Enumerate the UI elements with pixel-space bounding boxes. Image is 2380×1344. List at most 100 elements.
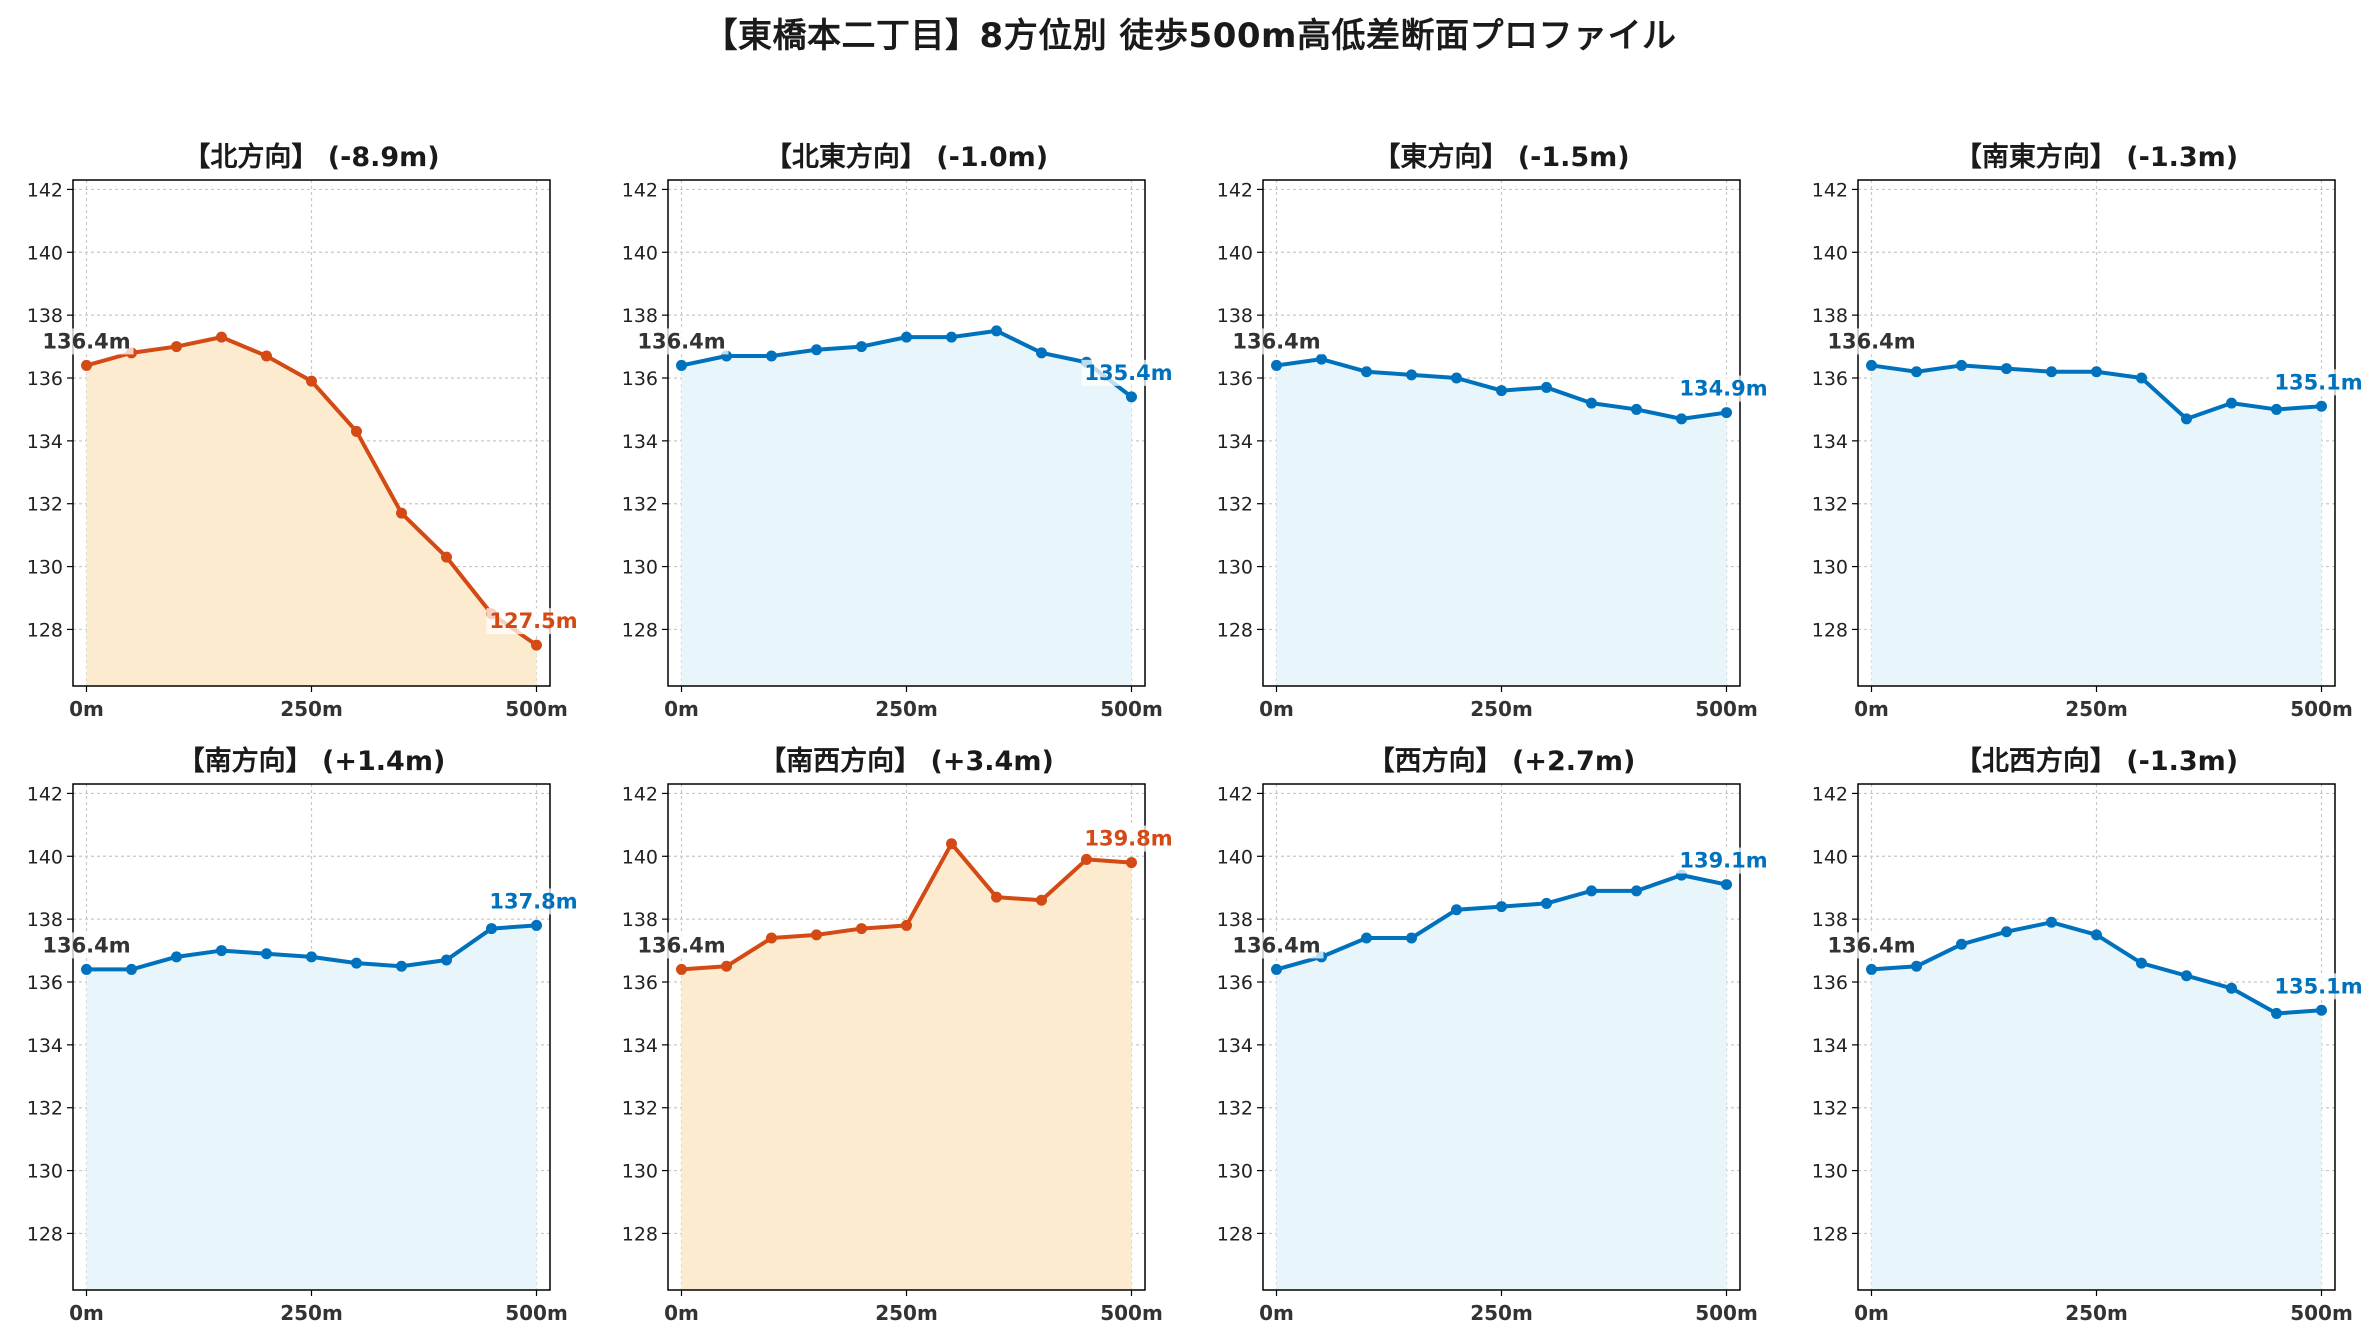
elevation-area: [86, 337, 537, 686]
data-point: [441, 954, 452, 966]
y-tick-label: 130: [27, 557, 63, 579]
chart-svg: 【南方向】 (+1.4m) 128 130 132 134 136 138 140 142 0m 2…: [27, 745, 581, 1325]
x-tick-label: 250m: [280, 1301, 343, 1325]
y-tick-label: 136: [1217, 368, 1253, 390]
end-elevation-label: 135.1m: [2274, 974, 2362, 998]
data-point: [1126, 857, 1137, 869]
elevation-area: [1276, 359, 1727, 686]
y-tick-label: 140: [1217, 242, 1253, 264]
y-tick-label: 128: [1217, 1223, 1253, 1245]
start-elevation-label: 136.4m: [637, 329, 725, 353]
x-tick-label: 0m: [1259, 697, 1294, 721]
data-point: [856, 923, 867, 935]
y-tick-label: 136: [27, 368, 63, 390]
data-point: [2181, 413, 2192, 425]
start-elevation-label: 136.4m: [1827, 329, 1915, 353]
chart-panel-north: 【北方向】 (-8.9m) 128 130 132 134 136 138 140 142 0m 2…: [0, 130, 590, 740]
x-tick-label: 0m: [1259, 1301, 1294, 1325]
data-point: [2226, 982, 2237, 994]
y-tick-label: 134: [1812, 1035, 1848, 1057]
y-tick-label: 138: [1217, 305, 1253, 327]
data-point: [171, 951, 182, 963]
data-point: [486, 923, 497, 935]
y-tick-label: 134: [1812, 431, 1848, 453]
end-label-bg: [1081, 359, 1176, 386]
y-tick-label: 136: [27, 972, 63, 994]
chart-panel-southwest: 【南西方向】 (+3.4m) 128 130 132 134 136 138 140 142 0m…: [595, 734, 1185, 1344]
data-point: [1451, 904, 1462, 916]
start-elevation-label: 136.4m: [42, 329, 130, 353]
data-point: [2316, 400, 2327, 412]
data-point: [1956, 938, 1967, 950]
y-tick-label: 136: [622, 972, 658, 994]
x-tick-label: 250m: [875, 1301, 938, 1325]
data-point: [1586, 885, 1597, 897]
end-label-bg: [1676, 375, 1771, 402]
elevation-area: [1276, 875, 1727, 1290]
data-point: [2091, 366, 2102, 378]
x-tick-label: 250m: [2065, 1301, 2128, 1325]
data-point: [676, 963, 687, 975]
data-point: [2001, 363, 2012, 375]
y-tick-label: 128: [622, 1223, 658, 1245]
chart-svg: 【北西方向】 (-1.3m) 128 130 132 134 136 138 140 142 0m…: [1812, 745, 2366, 1325]
y-tick-label: 138: [1812, 909, 1848, 931]
data-point: [261, 350, 272, 362]
data-point: [216, 331, 227, 343]
data-point: [2316, 1004, 2327, 1016]
start-elevation-label: 136.4m: [1232, 329, 1320, 353]
y-tick-label: 138: [622, 909, 658, 931]
chart-panel-south: 【南方向】 (+1.4m) 128 130 132 134 136 138 140 142 0m 2…: [0, 734, 590, 1344]
start-label-bg: [1824, 328, 1919, 355]
y-tick-label: 134: [622, 431, 658, 453]
x-tick-label: 500m: [505, 1301, 568, 1325]
y-tick-label: 142: [1812, 783, 1848, 805]
data-point: [1361, 366, 1372, 378]
y-tick-label: 138: [622, 305, 658, 327]
x-tick-label: 0m: [69, 697, 104, 721]
data-point: [81, 359, 92, 371]
chart-svg: 【北方向】 (-8.9m) 128 130 132 134 136 138 140 142 0m 2…: [27, 141, 581, 721]
chart-title: 【北方向】 (-8.9m): [183, 141, 439, 173]
start-label-bg: [1229, 328, 1324, 355]
chart-title: 【東方向】 (-1.5m): [1373, 141, 1629, 173]
start-label-bg: [634, 328, 729, 355]
y-tick-label: 142: [27, 783, 63, 805]
x-tick-label: 0m: [1854, 697, 1889, 721]
data-point: [901, 331, 912, 343]
y-tick-label: 138: [27, 305, 63, 327]
data-point: [1631, 403, 1642, 415]
chart-panel-east: 【東方向】 (-1.5m) 128 130 132 134 136 138 140 142 0m 2…: [1190, 130, 1780, 740]
end-elevation-label: 137.8m: [489, 889, 577, 913]
y-tick-label: 136: [1812, 972, 1848, 994]
y-tick-label: 128: [27, 1223, 63, 1245]
y-tick-label: 140: [1812, 846, 1848, 868]
data-point: [1911, 960, 1922, 972]
y-tick-label: 132: [1217, 1098, 1253, 1120]
start-label-bg: [634, 932, 729, 959]
data-point: [2046, 916, 2057, 928]
y-tick-label: 128: [1217, 619, 1253, 641]
y-tick-label: 128: [1812, 1223, 1848, 1245]
figure-title: 【東橋本二丁目】8方位別 徒歩500m高低差断面プロファイル: [703, 16, 1677, 56]
start-elevation-label: 136.4m: [637, 933, 725, 957]
y-tick-label: 128: [27, 619, 63, 641]
y-tick-label: 130: [1812, 557, 1848, 579]
y-tick-label: 142: [1217, 783, 1253, 805]
x-tick-label: 500m: [1100, 1301, 1163, 1325]
data-point: [946, 838, 957, 850]
y-tick-label: 142: [622, 179, 658, 201]
data-point: [766, 932, 777, 944]
y-tick-label: 132: [1812, 494, 1848, 516]
start-label-bg: [1229, 932, 1324, 959]
x-tick-label: 0m: [1854, 1301, 1889, 1325]
data-point: [1631, 885, 1642, 897]
y-tick-label: 134: [27, 1035, 63, 1057]
x-tick-label: 250m: [280, 697, 343, 721]
end-elevation-label: 139.1m: [1679, 849, 1767, 873]
data-point: [351, 957, 362, 969]
end-label-bg: [2271, 369, 2366, 396]
data-point: [1406, 932, 1417, 944]
data-point: [1361, 932, 1372, 944]
y-tick-label: 140: [27, 242, 63, 264]
